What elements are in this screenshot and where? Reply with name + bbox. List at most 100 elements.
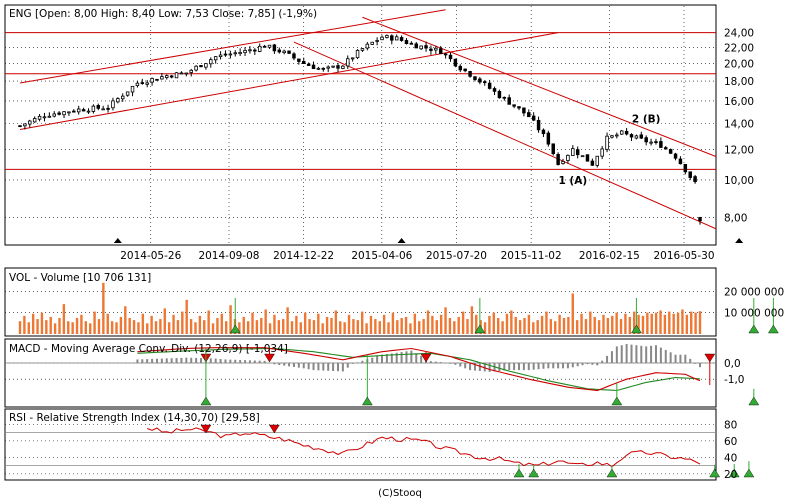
candle-102	[517, 106, 521, 111]
macd-hist-bar-88	[449, 363, 452, 364]
macd-hist-bar-139	[699, 363, 701, 368]
macd-line	[137, 347, 701, 392]
macd-hist-bar-69	[356, 362, 359, 364]
candle-75	[385, 34, 389, 39]
volume-bar-75	[347, 314, 351, 334]
macd-hist-bar-34	[185, 357, 188, 363]
candle-109	[551, 143, 555, 156]
volume-bar-137	[619, 319, 623, 334]
rsi-marker-3	[528, 468, 540, 478]
candle-body-59	[306, 63, 311, 66]
macd-hist-bar-100	[508, 363, 511, 371]
macd-hist-bar-41	[219, 359, 222, 363]
candle-37	[199, 65, 203, 68]
candle-105	[531, 112, 536, 122]
candle-body-109	[551, 143, 555, 155]
macd-hist-bar-37	[200, 358, 203, 363]
macd-hist-bar-77	[395, 352, 398, 363]
volume-bar-141	[637, 314, 640, 334]
candle-106	[536, 116, 541, 133]
volume-bar-31	[154, 321, 158, 334]
candle-10	[67, 111, 71, 116]
trend-line-2	[362, 16, 716, 158]
rsi-marker-7	[743, 468, 755, 478]
macd-hist-bar-103	[522, 363, 525, 371]
volume-bar-42	[203, 320, 206, 334]
macd-hist-bar-64	[332, 363, 335, 371]
macd-hist-bar-72	[371, 357, 374, 363]
candle-body-19	[111, 100, 115, 109]
candle-body-127	[639, 134, 644, 139]
volume-bar-37	[181, 311, 184, 334]
candle-55	[287, 50, 291, 55]
volume-bar-138	[624, 313, 627, 334]
candle-body-69	[355, 50, 360, 59]
candle-43	[228, 50, 233, 59]
candle-body-98	[497, 90, 502, 99]
candle-body-34	[184, 72, 189, 75]
candle-125	[629, 133, 634, 141]
candle-57	[297, 58, 301, 65]
candle-body-95	[483, 81, 487, 84]
macd-hist-bar-114	[576, 363, 579, 367]
candle-body-105	[531, 115, 536, 121]
volume-bar-100	[457, 316, 460, 334]
candle-body-97	[492, 88, 497, 92]
volume-bar-54	[255, 320, 259, 334]
volume-bar-39	[189, 319, 193, 334]
candle-35	[189, 68, 193, 77]
macd-hist-bar-112	[566, 363, 569, 369]
price-x-tick-1: 2014-09-08	[198, 250, 259, 262]
rsi-y-tick-3: 80	[724, 419, 737, 431]
candle-69	[355, 49, 360, 60]
volume-bar-113	[514, 316, 517, 334]
candle-101	[512, 104, 516, 109]
candle-7	[52, 111, 56, 118]
candle-126	[634, 134, 639, 140]
candle-body-120	[605, 135, 609, 150]
volume-bar-65	[303, 312, 307, 334]
macd-marker-3	[704, 353, 716, 363]
volume-bar-153	[690, 311, 693, 334]
volume-bar-35	[172, 314, 175, 334]
candle-48	[253, 48, 257, 55]
candle-63	[326, 65, 330, 73]
volume-bar-48	[229, 305, 232, 334]
candle-21	[120, 93, 125, 102]
candle-body-130	[654, 141, 658, 144]
candle-body-43	[228, 53, 233, 56]
candle-91	[463, 68, 467, 73]
volume-bar-79	[365, 323, 368, 334]
macd-hist-bar-124	[625, 344, 628, 363]
macd-hist-bar-75	[385, 354, 388, 363]
price-y-tick-2: 12,00	[724, 144, 754, 156]
macd-hist-bar-61	[317, 363, 320, 371]
macd-hist-bar-117	[591, 363, 594, 365]
candle-body-116	[585, 154, 590, 162]
candle-13	[81, 107, 86, 112]
volume-bar-64	[299, 322, 302, 334]
volume-bar-52	[246, 321, 250, 334]
volume-bar-84	[387, 322, 390, 334]
volume-bar-90	[413, 313, 417, 334]
price-marker-0	[113, 238, 122, 243]
candle-38	[204, 63, 208, 70]
volume-marker-2	[631, 324, 642, 334]
candle-body-64	[331, 65, 335, 68]
volume-bar-10	[62, 304, 66, 334]
candle-34	[184, 72, 189, 77]
volume-bar-136	[615, 312, 618, 334]
candle-body-47	[248, 49, 252, 52]
volume-bar-146	[659, 310, 662, 334]
price-x-tick-5: 2015-11-02	[501, 250, 562, 262]
candle-body-38	[204, 63, 208, 68]
candle-0	[18, 125, 22, 128]
candle-58	[302, 57, 306, 65]
candle-body-49	[257, 45, 262, 52]
candle-27	[150, 77, 154, 86]
volume-bar-126	[571, 293, 574, 334]
macd-hist-bar-35	[190, 357, 193, 363]
candle-body-102	[517, 106, 521, 109]
volume-marker-1	[474, 324, 486, 334]
candle-body-44	[233, 52, 237, 55]
